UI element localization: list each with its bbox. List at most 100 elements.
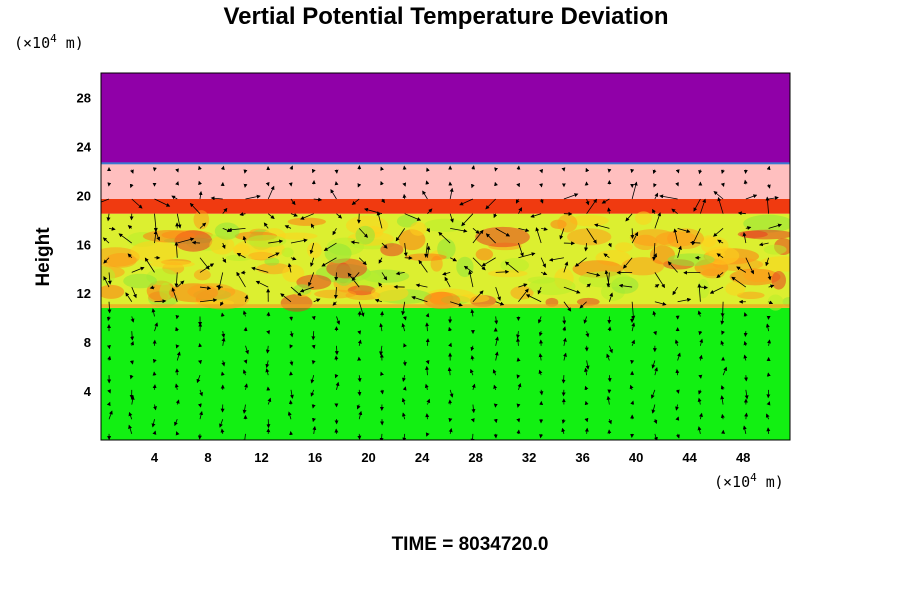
patch bbox=[567, 228, 612, 246]
wind-vector bbox=[768, 196, 779, 200]
wind-vector bbox=[108, 410, 113, 420]
wind-vector bbox=[766, 427, 771, 434]
wind-vector bbox=[107, 301, 112, 314]
patch bbox=[740, 229, 790, 240]
wind-vector bbox=[242, 404, 247, 414]
wind-vector bbox=[239, 212, 246, 217]
wind-vector bbox=[653, 331, 657, 336]
wind-vector bbox=[380, 198, 385, 204]
wind-vector bbox=[175, 181, 179, 186]
wind-vector bbox=[586, 272, 601, 277]
wind-vector bbox=[310, 257, 315, 267]
x-unit-label: (×104 m) bbox=[714, 471, 784, 491]
wind-vector bbox=[743, 340, 748, 346]
wind-vector bbox=[175, 344, 180, 349]
layer-3 bbox=[101, 163, 790, 200]
wind-vector bbox=[563, 286, 581, 294]
wind-vector bbox=[495, 301, 505, 306]
patch bbox=[621, 257, 665, 276]
x-tick-labels: 4 8 12 16 20 24 28 32 36 40 44 48 bbox=[151, 450, 751, 465]
wind-vector bbox=[450, 257, 457, 262]
patch bbox=[149, 260, 195, 268]
wind-vector bbox=[220, 301, 224, 307]
wind-vector bbox=[731, 276, 747, 288]
wind-vector bbox=[563, 261, 569, 273]
wind-vector bbox=[448, 342, 452, 348]
wind-vector bbox=[518, 252, 536, 259]
wind-vector bbox=[189, 202, 201, 214]
wind-vector bbox=[765, 196, 770, 214]
wind-vector bbox=[198, 165, 202, 171]
wind-vector bbox=[494, 351, 499, 361]
wind-vector bbox=[426, 398, 431, 405]
wind-vector bbox=[357, 389, 362, 397]
wind-vector bbox=[242, 310, 247, 317]
wind-vector bbox=[311, 344, 316, 349]
patch bbox=[475, 248, 494, 261]
wind-vector bbox=[374, 298, 383, 303]
band-upper bbox=[101, 162, 790, 165]
wind-vector bbox=[765, 413, 770, 420]
wind-vector bbox=[199, 410, 204, 420]
wind-vector bbox=[125, 292, 133, 302]
wind-vector bbox=[561, 427, 566, 434]
wind-vector bbox=[540, 257, 546, 268]
wind-vector bbox=[607, 375, 612, 383]
wind-vector bbox=[652, 169, 657, 175]
wind-vector bbox=[177, 237, 195, 244]
wind-vector bbox=[481, 257, 496, 267]
wind-vector bbox=[364, 207, 383, 215]
wind-vector bbox=[586, 198, 598, 214]
wind-vector bbox=[129, 183, 134, 189]
band-lower bbox=[101, 304, 790, 308]
wind-vector bbox=[357, 375, 362, 383]
wind-vector bbox=[538, 369, 543, 376]
wind-vector bbox=[539, 433, 544, 439]
wind-vector bbox=[653, 419, 658, 425]
wind-vector bbox=[268, 239, 284, 244]
wind-vector bbox=[106, 213, 111, 222]
wind-vector bbox=[424, 383, 429, 390]
wind-vector bbox=[504, 261, 519, 273]
wind-vector bbox=[472, 228, 480, 234]
wind-vector bbox=[699, 198, 707, 214]
wind-vector bbox=[450, 227, 468, 233]
wind-vector bbox=[379, 322, 384, 332]
y-tick-label: 20 bbox=[77, 188, 91, 203]
patch bbox=[576, 297, 600, 306]
wind-vector bbox=[721, 330, 725, 335]
wind-vector bbox=[152, 358, 157, 364]
wind-vector bbox=[493, 418, 498, 424]
wind-vector bbox=[220, 371, 225, 376]
wind-vector bbox=[175, 326, 179, 332]
wind-vector bbox=[101, 198, 110, 203]
wind-vector bbox=[425, 359, 430, 365]
wind-vector bbox=[745, 257, 754, 275]
wind-vector bbox=[199, 285, 212, 290]
wind-vector bbox=[698, 389, 702, 395]
wind-vector bbox=[470, 355, 475, 361]
wind-vector bbox=[539, 389, 544, 396]
wind-vector bbox=[584, 385, 589, 391]
wind-vector bbox=[351, 272, 360, 281]
wind-vector bbox=[401, 301, 406, 316]
wind-vector bbox=[174, 419, 178, 427]
x-tick-label: 48 bbox=[736, 450, 750, 465]
wind-vector bbox=[530, 213, 542, 218]
wind-vector bbox=[608, 419, 612, 425]
wind-vector bbox=[242, 433, 247, 440]
wind-vector bbox=[768, 284, 775, 289]
wind-vector bbox=[584, 242, 589, 252]
wind-vector bbox=[541, 271, 548, 276]
wind-vector bbox=[425, 413, 430, 420]
wind-vector bbox=[242, 235, 247, 244]
wind-vector bbox=[579, 301, 587, 309]
wind-vector bbox=[154, 299, 167, 304]
wind-vector bbox=[404, 213, 422, 221]
wind-vector bbox=[289, 331, 294, 338]
wind-vector bbox=[720, 340, 725, 346]
x-tick-label: 44 bbox=[682, 450, 697, 465]
wind-vector bbox=[562, 326, 567, 332]
wind-vector bbox=[310, 389, 315, 397]
wind-vector bbox=[722, 366, 727, 376]
